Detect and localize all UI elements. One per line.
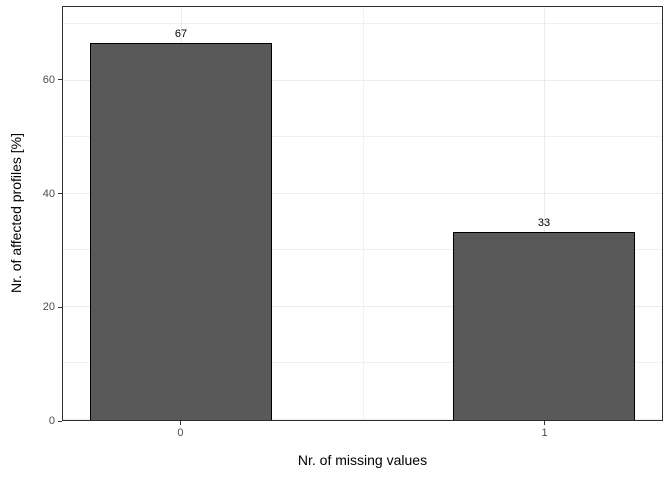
bar-1 [453, 231, 635, 420]
y-axis-tick-label: 0 [48, 415, 55, 427]
y-axis: 0 20 40 60 [0, 6, 62, 427]
x-axis-tick [544, 421, 546, 425]
y-axis-tick [58, 193, 62, 195]
plot-panel: 67 33 [62, 6, 663, 421]
x-axis-tick-label: 0 [177, 427, 184, 439]
y-axis-tick [58, 306, 62, 308]
y-axis-tick-label: 20 [42, 301, 55, 314]
x-axis-tick-label: 1 [541, 427, 548, 439]
y-axis-tick [58, 420, 62, 422]
y-axis-tick-label: 40 [42, 187, 55, 200]
bar-value-label: 33 [537, 216, 551, 229]
bar-value-label: 67 [174, 27, 188, 40]
x-axis-title: Nr. of missing values [297, 452, 428, 468]
x-axis-tick [179, 421, 181, 425]
gridline-minor-vertical [362, 7, 364, 420]
y-axis-tick [58, 79, 62, 81]
y-axis-tick-label: 60 [42, 73, 55, 86]
gridline-major-vertical [544, 7, 545, 420]
bar-0 [90, 42, 272, 420]
